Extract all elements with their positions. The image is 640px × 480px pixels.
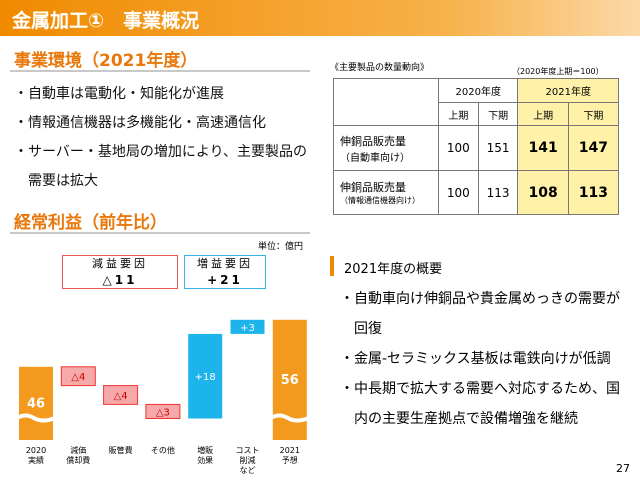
row-sublabel: （自動車向け） <box>340 152 410 164</box>
cell: 147 <box>567 125 620 171</box>
year-header: 2020年度 <box>437 78 519 103</box>
cell: 151 <box>477 125 519 171</box>
half-header: 下期 <box>567 102 620 126</box>
bar <box>103 385 139 405</box>
heading-rule <box>10 70 310 72</box>
value-label: +18 <box>195 372 216 383</box>
decrease-box: 減益要因 △11 <box>62 255 178 289</box>
row-label: 伸銅品販売量 <box>340 134 406 148</box>
bullet: ・自動車は電動化・知能化が進展 <box>14 86 224 102</box>
box-value: △11 <box>102 273 138 287</box>
table-title: 《主要製品の数量動向》 <box>330 63 430 73</box>
value-label: 46 <box>27 396 45 411</box>
category-label: コスト 削減 など <box>235 446 260 475</box>
section-heading: 事業環境（2021年度） <box>14 51 198 71</box>
bar <box>19 366 53 440</box>
cell: 113 <box>567 170 620 215</box>
box-value: +21 <box>207 273 243 287</box>
volume-table: 2020年度 2021年度 上期 下期 上期 下期 伸銅品販売量 （自動車向け） 100 1… <box>333 78 620 215</box>
category-label: 増販 効果 <box>197 446 214 465</box>
value-label: △4 <box>114 391 128 402</box>
box-label: 増益要因 <box>197 257 253 270</box>
bullet: ・情報通信機器は多機能化・高速通信化 <box>14 115 266 131</box>
value-label: 56 <box>281 373 299 388</box>
environment-bullets: ・自動車は電動化・知能化が進展 ・情報通信機器は多機能化・高速通信化 ・サーバー… <box>14 80 310 196</box>
axis-break <box>15 413 56 423</box>
bar <box>230 319 265 334</box>
category-label: 2021 予想 <box>279 446 300 465</box>
bar <box>60 366 96 387</box>
row-sublabel: （情報通信機器向け） <box>340 196 420 205</box>
category-label: 減価 償却費 <box>66 446 91 465</box>
page-number: 27 <box>616 462 630 475</box>
bar <box>188 333 223 419</box>
slide-title: 金属加工① 事業概況 <box>12 10 200 32</box>
cell: 100 <box>438 170 479 215</box>
year-header: 2021年度 <box>517 78 619 103</box>
category-label: 2020 実績 <box>25 446 47 465</box>
increase-box: 増益要因 +21 <box>184 255 266 289</box>
summary-marker <box>330 256 334 276</box>
category-label: 販管費 <box>108 446 133 455</box>
bullet: ・サーバー・基地局の増加により、主要製品の需要は拡大 <box>14 144 308 189</box>
heading-rule <box>10 232 310 234</box>
cell: 108 <box>517 170 569 215</box>
summary-heading: 2021年度の概要 <box>344 262 443 277</box>
bullet: ・金属-セラミックス基板は電鉄向けが低調 <box>340 351 611 367</box>
half-header: 上期 <box>517 102 569 126</box>
half-header: 上期 <box>438 102 479 126</box>
cell: 113 <box>477 170 519 215</box>
summary-bullets: ・自動車向け伸銅品や貴金属めっきの需要が回復 ・金属-セラミックス基板は電鉄向け… <box>340 284 620 434</box>
row-label: 伸銅品販売量 <box>340 181 406 194</box>
bullet: ・自動車向け伸銅品や貴金属めっきの需要が回復 <box>340 291 620 337</box>
section-heading: 経常利益（前年比） <box>14 213 167 233</box>
unit-label: 単位：億円 <box>258 242 304 252</box>
table-note: （2020年度上期＝100） <box>512 67 604 76</box>
category-label: その他 <box>150 446 175 455</box>
value-label: △4 <box>71 372 85 383</box>
box-label: 減益要因 <box>92 257 148 270</box>
bar <box>145 403 181 419</box>
header-bar: 金属加工① 事業概況 <box>0 0 640 36</box>
value-label: △3 <box>156 407 170 418</box>
value-label: +3 <box>240 323 255 334</box>
half-header: 下期 <box>477 102 519 126</box>
bullet: ・中長期で拡大する需要へ対応するため、国内の主要生産拠点で設備増強を継続 <box>340 381 620 427</box>
axis-break <box>269 413 310 423</box>
